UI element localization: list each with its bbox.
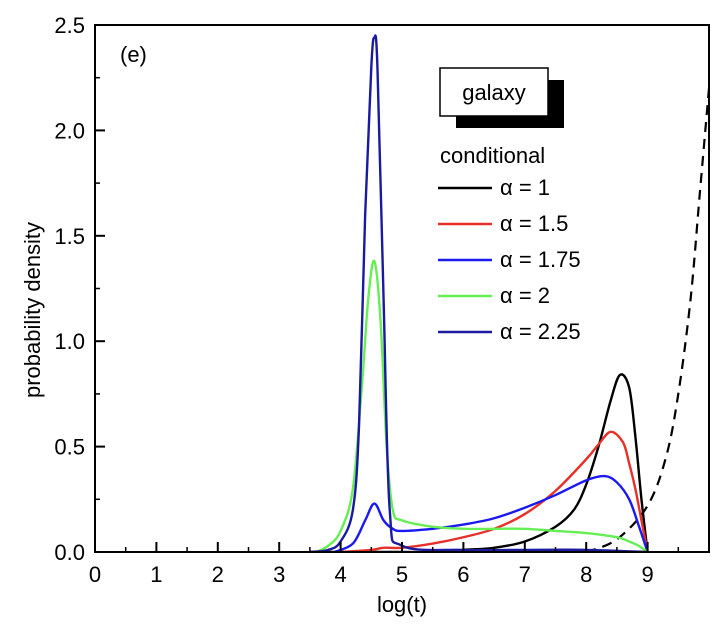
- legend-entry: α = 2: [500, 283, 550, 308]
- x-tick-label: 4: [334, 562, 346, 587]
- badge-box: [439, 67, 549, 117]
- x-tick-label: 6: [457, 562, 469, 587]
- y-tick-label: 1.5: [54, 224, 85, 249]
- x-tick-label: 1: [150, 562, 162, 587]
- x-tick-label: 9: [641, 562, 653, 587]
- legend-entry: α = 1: [500, 175, 550, 200]
- x-tick-label: 7: [519, 562, 531, 587]
- x-axis-ticks: 0 1 2 3 4 5 6 7 8 9: [89, 542, 680, 587]
- x-tick-label: 3: [273, 562, 285, 587]
- x-tick-label: 2: [212, 562, 224, 587]
- y-axis-ticks: 0.0 0.5 1.0 1.5 2.0 2.5: [54, 13, 105, 565]
- y-tick-label: 2.0: [54, 118, 85, 143]
- y-tick-label: 0.5: [54, 435, 85, 460]
- x-tick-label: 5: [396, 562, 408, 587]
- x-axis-title: log(t): [377, 592, 427, 617]
- badge-label: galaxy: [462, 80, 526, 105]
- reference-curve-dashed: [585, 88, 709, 552]
- series-line-2: [340, 430, 649, 552]
- legend-entry: α = 1.75: [500, 247, 581, 272]
- legend: α = 1 α = 1.5 α = 1.75 α = 2 α = 2.25: [438, 175, 581, 344]
- legend-entry: α = 2.25: [500, 319, 581, 344]
- series-line-4: [315, 259, 649, 552]
- x-tick-label: 8: [580, 562, 592, 587]
- legend-entry: α = 1.5: [500, 211, 568, 236]
- series-line-3: [333, 474, 649, 552]
- y-tick-label: 2.5: [54, 13, 85, 38]
- series-line-1: [309, 373, 649, 552]
- y-axis-title: probability density: [20, 222, 45, 398]
- x-tick-label: 0: [89, 562, 101, 587]
- panel-label: (e): [120, 42, 147, 67]
- legend-title: conditional: [440, 143, 545, 168]
- plot-frame: [94, 24, 710, 553]
- galaxy-badge: galaxy: [439, 67, 564, 128]
- y-tick-label: 1.0: [54, 329, 85, 354]
- y-tick-label: 0.0: [54, 540, 85, 565]
